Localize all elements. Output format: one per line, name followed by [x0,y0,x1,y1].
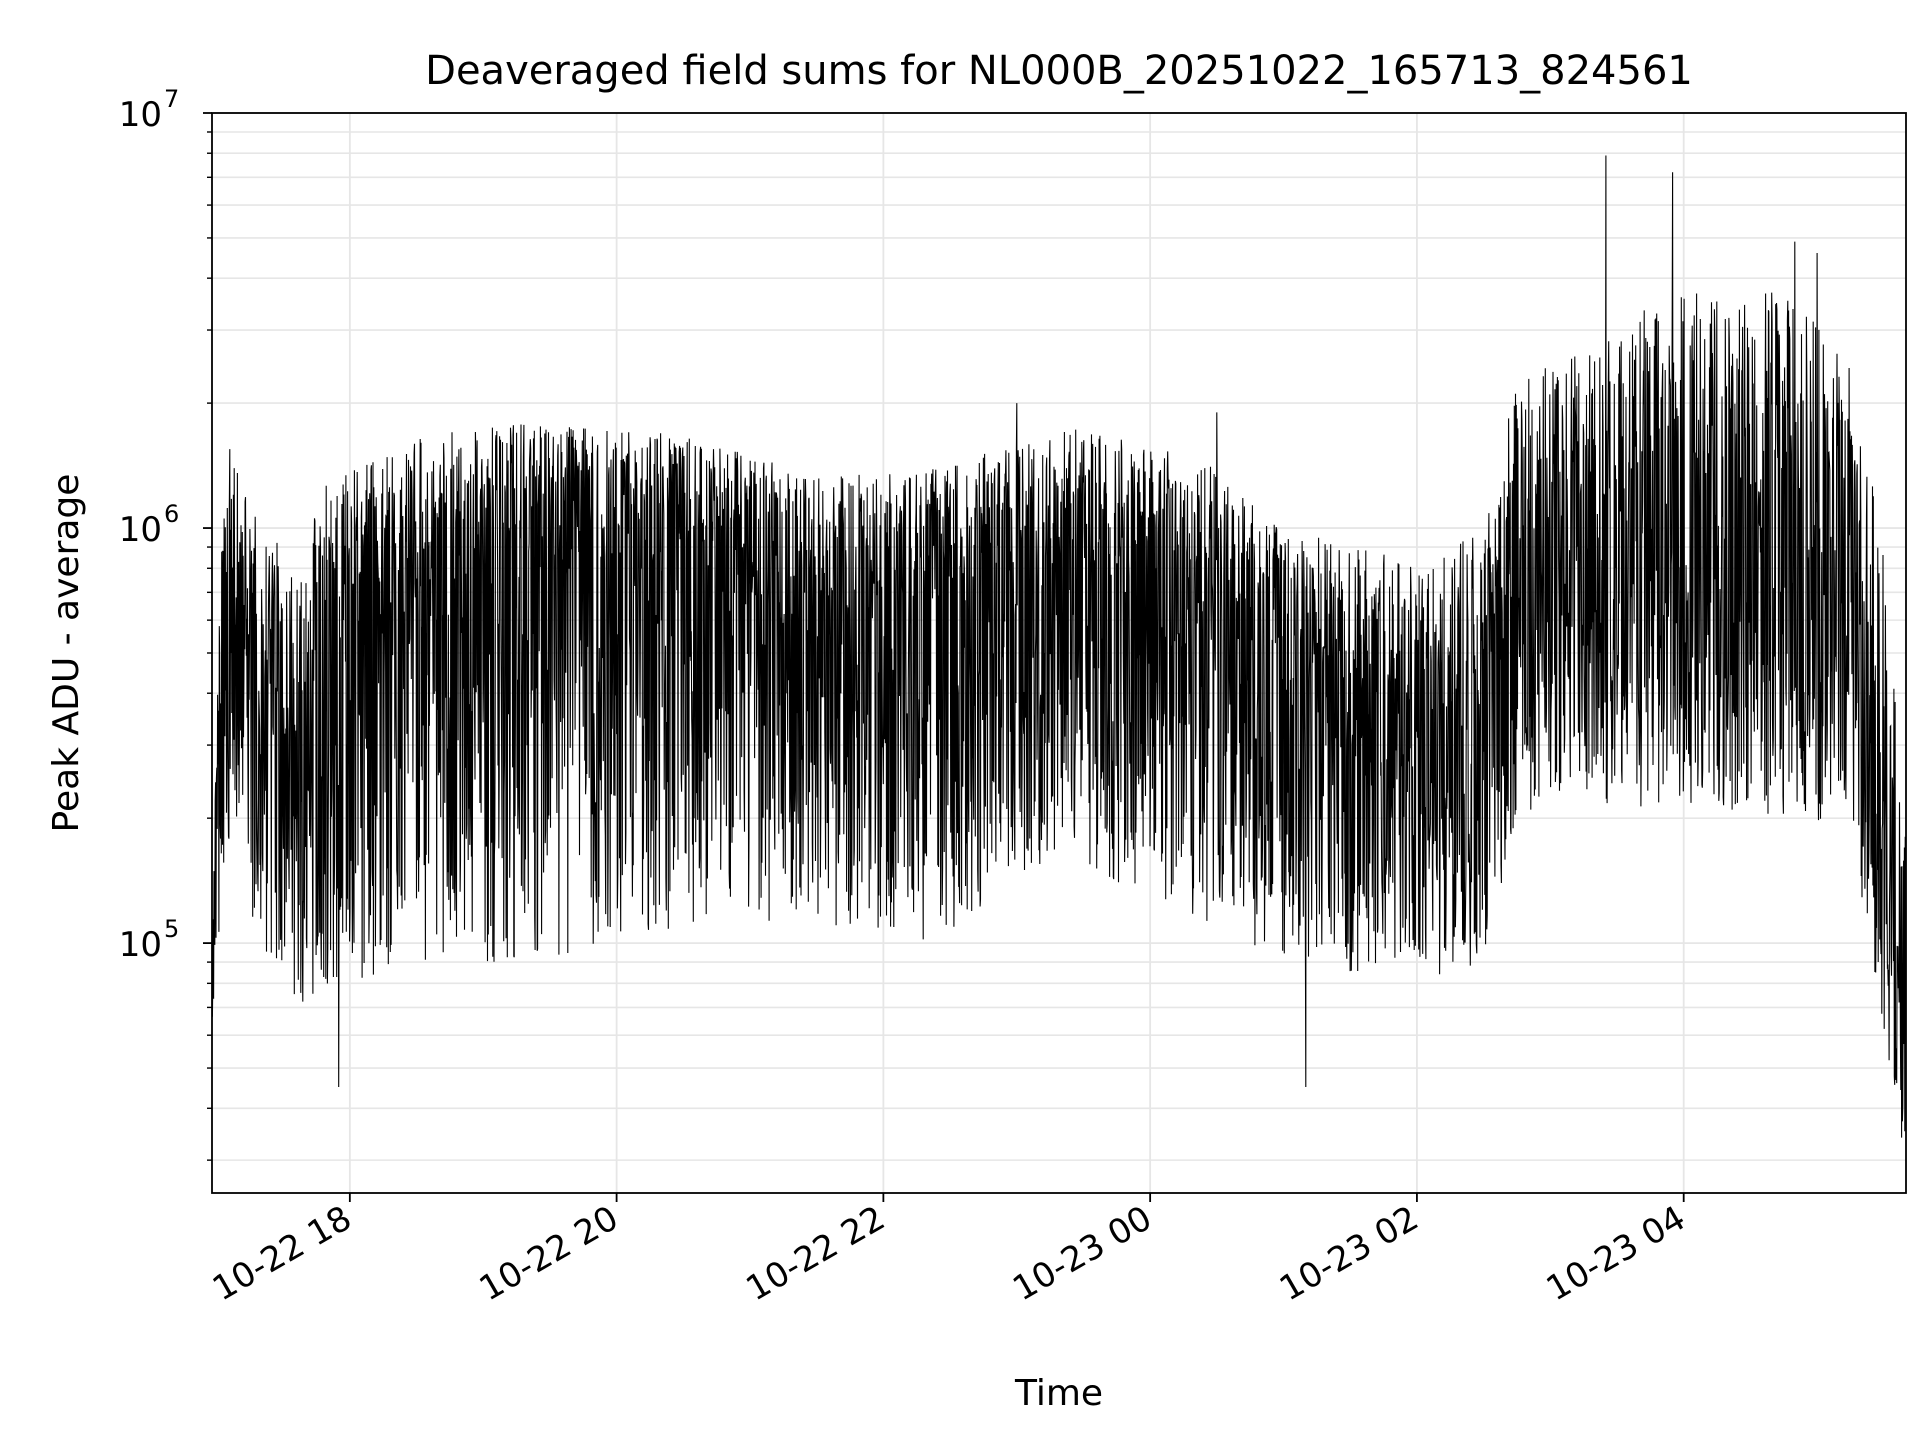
series-path [211,155,1907,1138]
y-tick-label: 10 [119,925,162,965]
y-axis-label: Peak ADU - average [46,474,87,833]
y-tick-exponent: 5 [164,915,179,943]
y-tick-exponent: 6 [164,500,179,528]
series-line [211,155,1907,1138]
y-tick-label: 10 [119,510,162,550]
y-tick-label: 10 [119,95,162,135]
y-tick-exponent: 7 [164,85,179,113]
chart-title: Deaveraged field sums for NL000B_2025102… [425,48,1693,94]
x-axis-label: Time [1014,1373,1103,1414]
